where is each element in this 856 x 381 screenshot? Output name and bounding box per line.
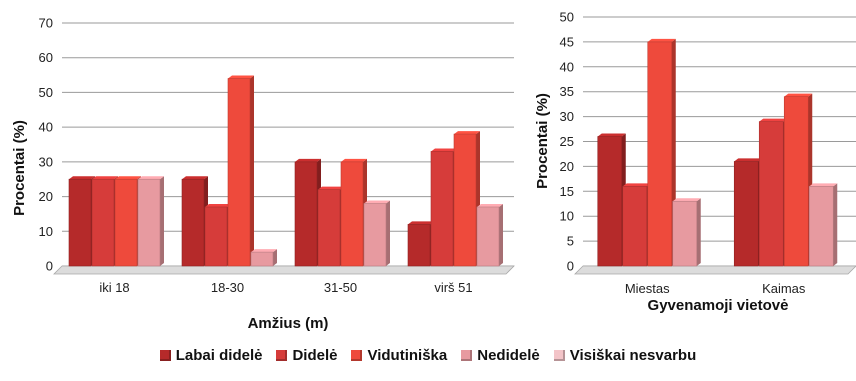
y-tick-label: 40 (39, 120, 53, 135)
legend-swatch (276, 350, 288, 361)
legend-swatch (351, 350, 363, 361)
age-floor (53, 265, 515, 275)
y-tick-label: 45 (560, 34, 574, 49)
bar (733, 158, 763, 267)
bar (68, 176, 95, 267)
y-tick-label: 5 (567, 234, 574, 249)
y-tick-label: 15 (560, 184, 574, 199)
x-tick-label: virš 51 (434, 280, 472, 295)
y-tick-label: 40 (560, 59, 574, 74)
bar (758, 118, 788, 267)
bar (476, 203, 503, 267)
legend-item: Didelė (276, 347, 337, 364)
bar (250, 249, 277, 267)
bar (783, 93, 813, 267)
legend-item: Vidutiniška (351, 347, 447, 364)
x-tick-label: 18-30 (211, 280, 244, 295)
bar (808, 183, 838, 267)
legend-item: Visiškai nesvarbu (553, 347, 697, 364)
x-tick-label: 31-50 (324, 280, 357, 295)
age-bars (68, 75, 503, 267)
y-tick-label: 0 (567, 259, 574, 274)
legend-swatch (553, 350, 565, 361)
y-tick-label: 10 (39, 224, 53, 239)
bar (227, 75, 254, 267)
bar (647, 38, 676, 267)
residence-x-ticks: Miestas Kaimas (625, 281, 806, 296)
y-tick-label: 20 (39, 189, 53, 204)
residence-y-ticks: 0 5 10 15 20 25 30 35 40 45 50 (560, 10, 574, 274)
y-tick-label: 70 (39, 16, 53, 31)
bar (363, 200, 390, 267)
legend-label: Visiškai nesvarbu (569, 347, 697, 364)
bar (317, 186, 344, 267)
y-tick-label: 50 (560, 10, 574, 25)
residence-x-axis-title: Gyvenamoji vietovė (648, 297, 789, 314)
y-tick-label: 30 (560, 109, 574, 124)
bar (430, 148, 457, 267)
legend-label: Labai didelė (175, 347, 263, 364)
bar (114, 176, 141, 267)
chart-floor (53, 265, 515, 275)
y-tick-label: 10 (560, 209, 574, 224)
residence-bars (597, 38, 838, 267)
y-tick-label: 35 (560, 84, 574, 99)
legend-item: Nedidelė (461, 347, 540, 364)
age-x-ticks: iki 18 18-30 31-50 virš 51 (99, 280, 472, 295)
residence-floor (574, 265, 856, 275)
legend: Labai didelė Didelė Vidutiniška Nedidelė Vis… (0, 347, 856, 364)
y-tick-label: 50 (39, 85, 53, 100)
bar (137, 176, 164, 267)
bar (453, 131, 480, 267)
legend-swatch (461, 350, 473, 361)
y-tick-label: 20 (560, 159, 574, 174)
legend-label: Nedidelė (477, 347, 540, 364)
bar (597, 133, 626, 267)
age-x-axis-title: Amžius (m) (248, 315, 329, 332)
residence-chart: 0 5 10 15 20 25 30 35 40 45 50 Miestas Kaimas Proce… (534, 10, 856, 314)
x-tick-label: Miestas (625, 281, 670, 296)
y-tick-label: 60 (39, 50, 53, 65)
y-tick-label: 30 (39, 154, 53, 169)
x-tick-label: iki 18 (99, 280, 129, 295)
bar (622, 183, 651, 267)
legend-label: Vidutiniška (367, 347, 448, 364)
bar (407, 221, 434, 267)
legend-item: Labai didelė (159, 347, 263, 364)
age-y-ticks: 0 10 20 30 40 50 60 70 (39, 16, 53, 274)
bar (340, 158, 367, 267)
bar (204, 203, 231, 267)
bar (91, 176, 118, 267)
legend-swatch (159, 350, 171, 361)
chart-floor (574, 265, 856, 275)
legend-label: Didelė (292, 347, 338, 364)
residence-y-axis-title: Procentai (%) (534, 93, 551, 189)
bar (181, 176, 208, 267)
bar (294, 158, 321, 267)
y-tick-label: 0 (46, 259, 53, 274)
age-y-axis-title: Procentai (%) (11, 120, 28, 216)
y-tick-label: 25 (560, 134, 574, 149)
bar (672, 198, 701, 267)
x-tick-label: Kaimas (762, 281, 806, 296)
